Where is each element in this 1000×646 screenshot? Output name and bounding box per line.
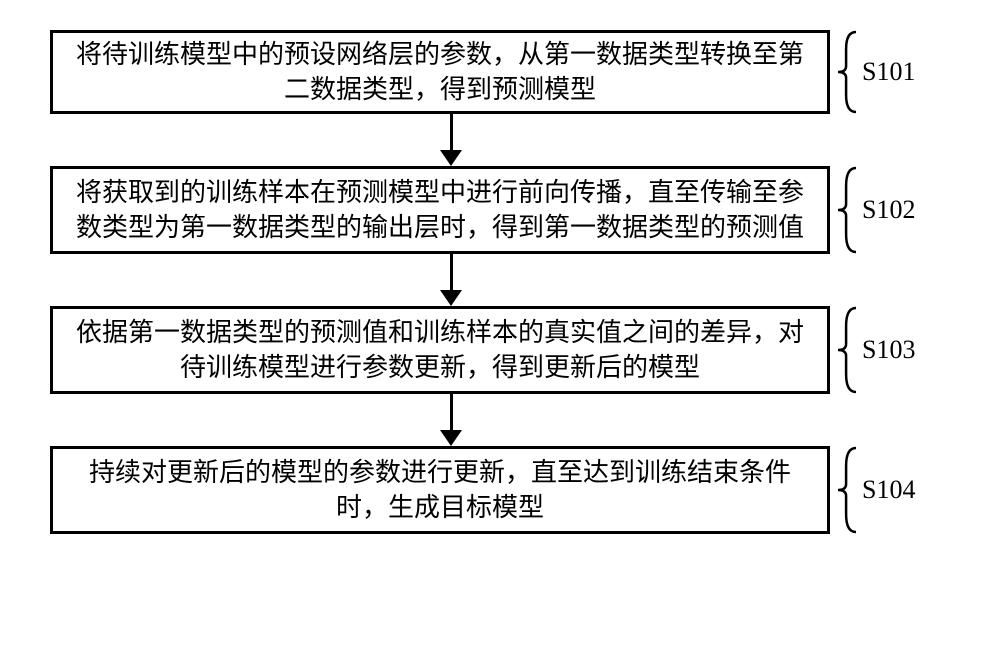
bracket-icon [838, 30, 856, 114]
step-box-s102: 将获取到的训练样本在预测模型中进行前向传播，直至传输至参数类型为第一数据类型的输… [50, 166, 830, 254]
bracket-icon [838, 446, 856, 534]
step-box-s104: 持续对更新后的模型的参数进行更新，直至达到训练结束条件时，生成目标模型 [50, 446, 830, 534]
arrow-head-icon [440, 150, 462, 166]
arrow-s101 [50, 114, 950, 166]
step-label-wrap-s103: S103 [838, 306, 915, 394]
step-row-s104: 持续对更新后的模型的参数进行更新，直至达到训练结束条件时，生成目标模型 S104 [50, 446, 950, 534]
arrow-line-icon [450, 394, 453, 430]
step-label-wrap-s101: S101 [838, 30, 915, 114]
step-row-s103: 依据第一数据类型的预测值和训练样本的真实值之间的差异，对待训练模型进行参数更新，… [50, 306, 950, 394]
step-row-s102: 将获取到的训练样本在预测模型中进行前向传播，直至传输至参数类型为第一数据类型的输… [50, 166, 950, 254]
step-box-s101: 将待训练模型中的预设网络层的参数，从第一数据类型转换至第二数据类型，得到预测模型 [50, 30, 830, 114]
step-label-s101: S101 [862, 57, 915, 87]
bracket-icon [838, 166, 856, 254]
flowchart-container: 将待训练模型中的预设网络层的参数，从第一数据类型转换至第二数据类型，得到预测模型… [50, 30, 950, 534]
step-label-wrap-s104: S104 [838, 446, 915, 534]
step-label-s102: S102 [862, 195, 915, 225]
arrow-s102 [50, 254, 950, 306]
bracket-icon [838, 306, 856, 394]
arrow-line-icon [450, 254, 453, 290]
arrow-head-icon [440, 290, 462, 306]
step-row-s101: 将待训练模型中的预设网络层的参数，从第一数据类型转换至第二数据类型，得到预测模型… [50, 30, 950, 114]
step-label-s103: S103 [862, 335, 915, 365]
arrow-s103 [50, 394, 950, 446]
arrow-line-icon [450, 114, 453, 150]
step-label-wrap-s102: S102 [838, 166, 915, 254]
step-box-s103: 依据第一数据类型的预测值和训练样本的真实值之间的差异，对待训练模型进行参数更新，… [50, 306, 830, 394]
arrow-head-icon [440, 430, 462, 446]
step-label-s104: S104 [862, 475, 915, 505]
